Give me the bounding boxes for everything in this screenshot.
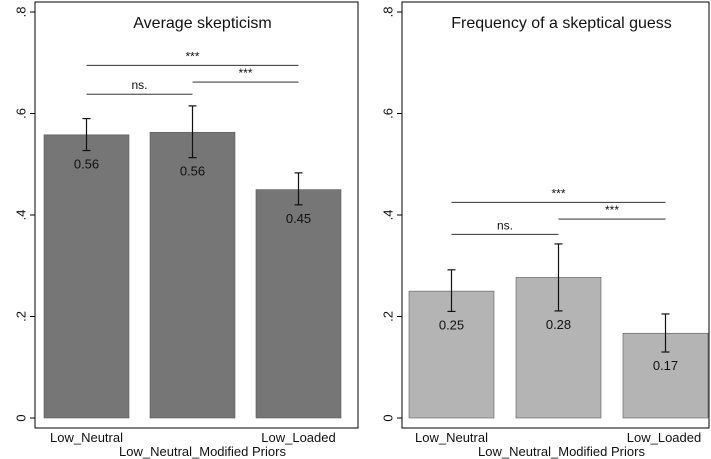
chart-title: Frequency of a skeptical guess xyxy=(451,15,672,32)
chart-panel-1: Average skepticism 0 .2 .4 .6 .8 0.56 0.56 0.45 n… xyxy=(13,1,359,459)
y-tick-label: 0 xyxy=(380,414,395,421)
y-tick-label: .8 xyxy=(380,7,395,18)
significance-label: ns. xyxy=(497,218,513,232)
chart-title: Average skepticism xyxy=(133,15,271,32)
data-label-1: 0.56 xyxy=(74,157,99,172)
significance-label: *** xyxy=(185,49,199,63)
x-tick-label: Low_Loaded xyxy=(627,430,701,445)
significance-label: *** xyxy=(551,186,565,200)
x-axis-label: Low_Neutral_Modified Priors xyxy=(478,444,645,459)
x-axis-label: Low_Neutral_Modified Priors xyxy=(119,444,286,459)
data-label-3: 0.45 xyxy=(286,211,311,226)
y-tick-label: 0 xyxy=(13,414,28,421)
significance-label: ns. xyxy=(131,78,147,92)
x-tick-label: Low_Loaded xyxy=(261,430,335,445)
bar-3 xyxy=(255,189,342,419)
data-label-3: 0.17 xyxy=(653,358,678,373)
y-tick-label: .6 xyxy=(380,108,395,119)
bar-1 xyxy=(408,290,495,419)
x-tick-label: Low_Neutral xyxy=(50,430,123,445)
y-tick-label: .8 xyxy=(13,7,28,18)
y-tick-label: .2 xyxy=(380,311,395,322)
y-tick-label: .4 xyxy=(13,210,28,221)
x-tick-label: Low_Neutral xyxy=(415,430,488,445)
y-tick-label: .2 xyxy=(13,311,28,322)
bar-1 xyxy=(43,134,130,419)
significance-label: *** xyxy=(605,203,619,217)
data-label-2: 0.56 xyxy=(180,164,205,179)
significance-label: *** xyxy=(238,66,252,80)
y-tick-label: .6 xyxy=(13,108,28,119)
data-label-2: 0.28 xyxy=(546,317,571,332)
data-label-1: 0.25 xyxy=(439,317,464,332)
bar-2 xyxy=(149,131,236,419)
chart-panel-2: Frequency of a skeptical guess 0 .2 .4 .6 .8 0… xyxy=(380,1,710,459)
y-tick-label: .4 xyxy=(380,210,395,221)
